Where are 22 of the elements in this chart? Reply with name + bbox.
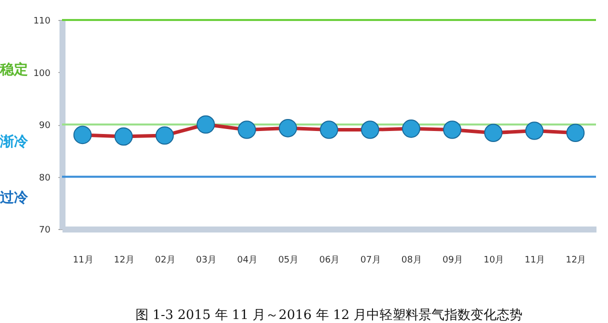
text: 过冷 xyxy=(0,190,29,206)
x-tick-label: 05月 xyxy=(278,256,299,266)
x-tick-label: 11月 xyxy=(72,256,94,266)
y-tick-label: 110 xyxy=(33,16,51,26)
x-tick-label: 11月 xyxy=(524,256,546,266)
x-tick-label: 12月 xyxy=(566,256,586,266)
x-tick-label: 12月 xyxy=(114,256,134,266)
text: 稳定 xyxy=(0,61,28,78)
x-tick-label: 08月 xyxy=(401,256,422,266)
x-tick-label: 03月 xyxy=(196,256,216,266)
y-tick-label: 100 xyxy=(33,68,51,79)
x-tick-label: 02月 xyxy=(154,256,176,266)
x-tick-label: 09月 xyxy=(442,256,463,266)
y-tick-label: 90 xyxy=(39,121,51,131)
y-tick-label: 80 xyxy=(39,173,51,184)
caption: 图 1-3 2015 年 11 月～2016 年 12 月中轻塑料景气指数变化态势 xyxy=(135,307,523,323)
text: 渐冷 xyxy=(0,134,29,150)
x-tick-label: 04月 xyxy=(237,256,258,266)
x-tick-label: 06月 xyxy=(319,256,340,266)
x-tick-label: 10月 xyxy=(484,256,504,266)
y-tick-label: 70 xyxy=(39,226,51,236)
x-tick-label: 07月 xyxy=(360,256,381,266)
